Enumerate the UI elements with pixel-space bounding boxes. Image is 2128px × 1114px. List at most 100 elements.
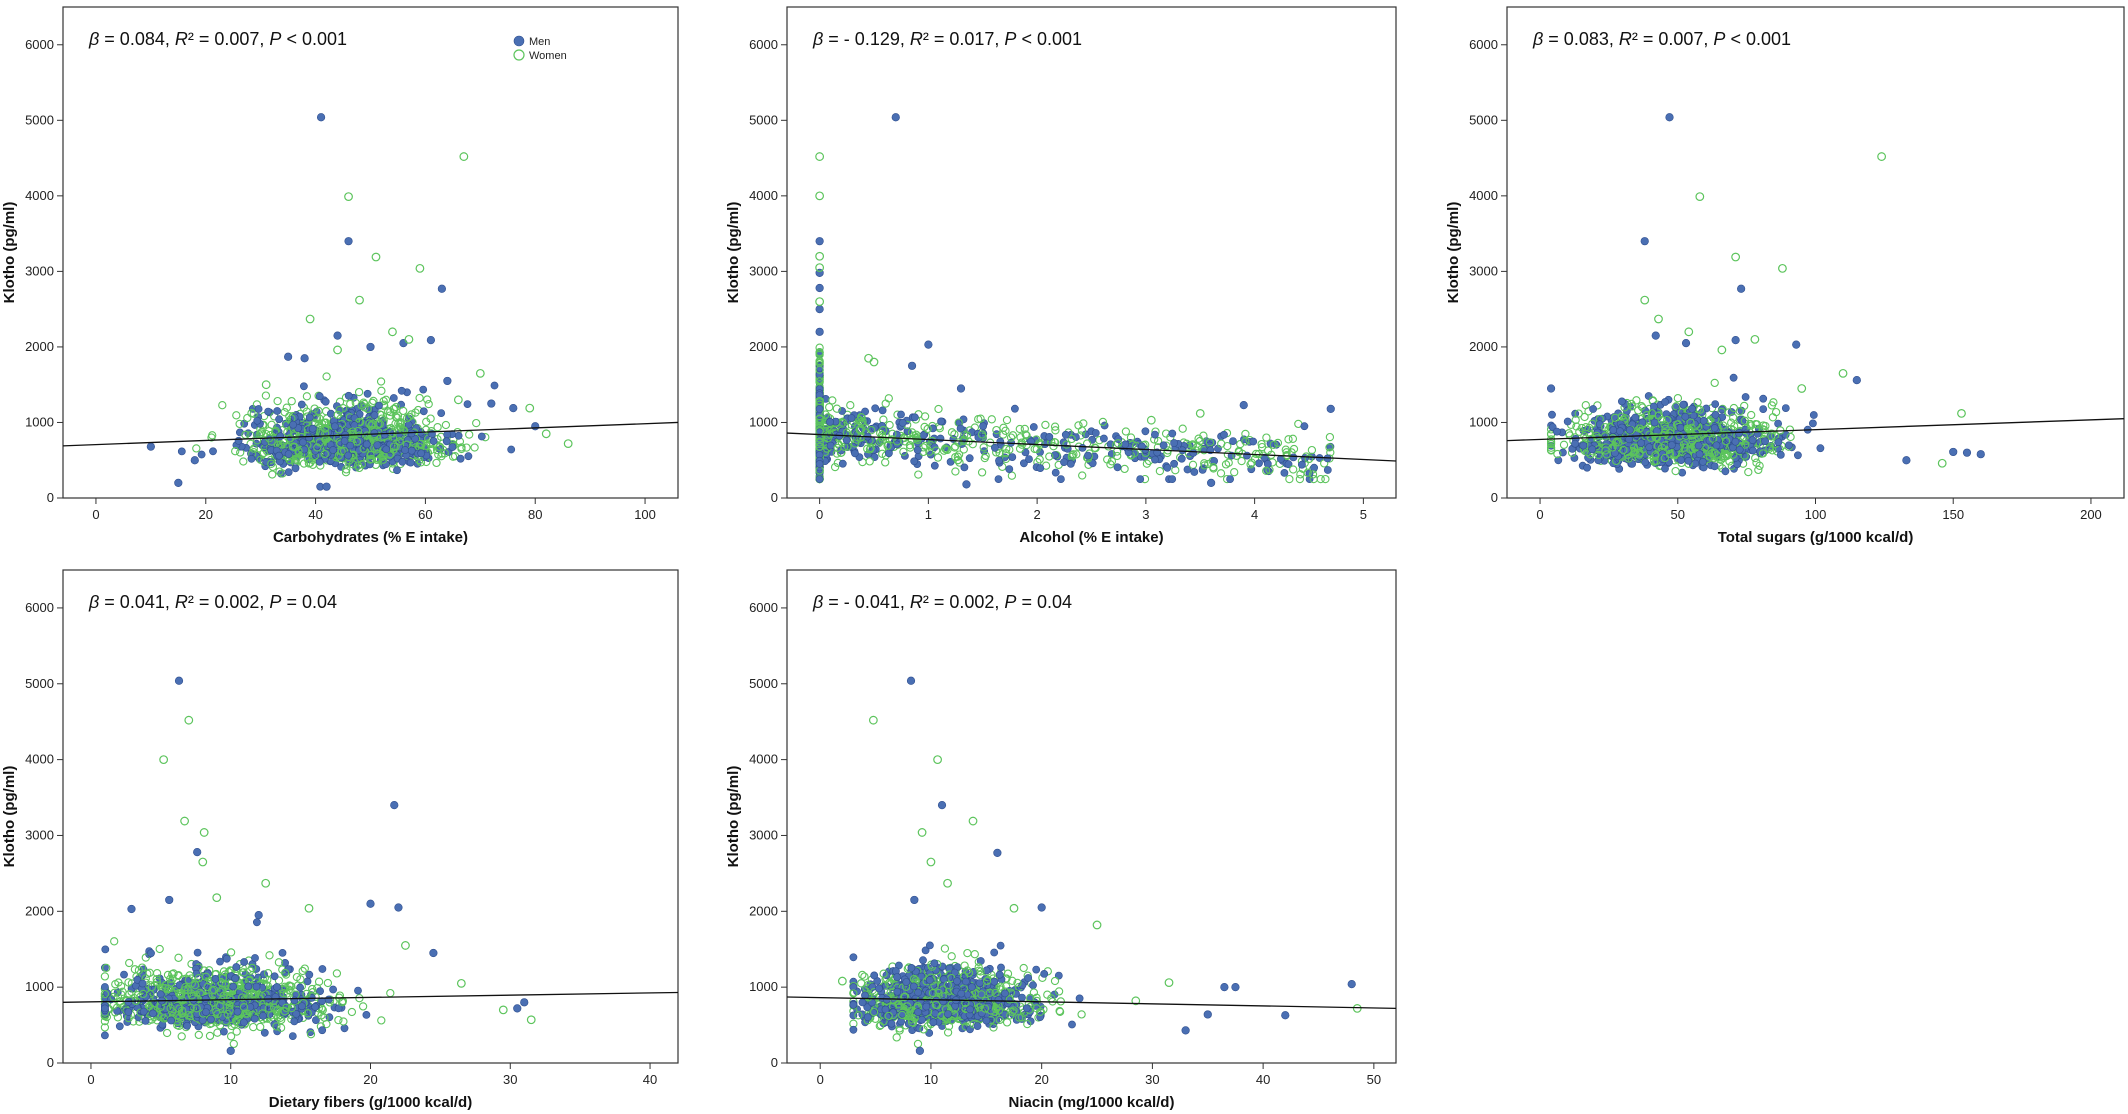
data-point-women	[1751, 420, 1760, 429]
data-point-men	[316, 113, 326, 122]
data-point-women	[1957, 408, 1966, 418]
data-point-men	[1207, 478, 1216, 487]
data-point-men	[509, 404, 518, 413]
data-point-men	[1210, 457, 1218, 465]
data-point-men	[1749, 446, 1757, 455]
data-point-women	[342, 465, 351, 474]
data-point-women	[1838, 368, 1848, 378]
y-tick-label: 4000	[1469, 188, 1498, 203]
data-point-women	[100, 1017, 110, 1026]
data-point-women	[968, 440, 977, 449]
data-point-men	[305, 413, 314, 422]
data-point-men	[373, 441, 382, 449]
data-point-women	[1153, 436, 1163, 446]
data-point-men	[1008, 453, 1017, 461]
data-point-men	[1141, 427, 1150, 436]
data-point-women	[290, 431, 299, 440]
data-point-women	[858, 420, 867, 429]
data-point-women	[1630, 447, 1639, 457]
data-point-men	[1618, 397, 1626, 406]
y-tick-label: 6000	[25, 37, 54, 52]
data-point-women	[1049, 442, 1058, 451]
data-point-women	[1223, 441, 1232, 451]
x-tick-label: 50	[1671, 507, 1685, 522]
data-point-women	[426, 445, 435, 455]
data-point-men	[815, 475, 824, 483]
data-point-men	[1676, 423, 1685, 432]
data-point-women	[833, 443, 842, 453]
y-tick-label: 3000	[25, 263, 54, 278]
data-point-women	[1786, 432, 1795, 442]
data-point-women	[1126, 433, 1136, 442]
data-point-women	[865, 457, 874, 466]
data-point-women	[375, 419, 384, 429]
data-point-men	[1759, 394, 1768, 403]
data-point-women	[404, 334, 414, 344]
data-point-women	[1654, 314, 1663, 324]
data-point-women	[815, 377, 824, 386]
data-point-women	[267, 420, 276, 429]
data-point-women	[1652, 433, 1661, 443]
data-point-men	[842, 436, 851, 445]
data-point-men	[334, 1004, 343, 1013]
data-point-men	[1809, 411, 1818, 419]
data-point-men	[1695, 450, 1704, 459]
data-point-men	[454, 431, 463, 440]
data-point-men	[960, 463, 969, 472]
data-point-men	[1650, 418, 1659, 427]
data-point-women	[950, 430, 959, 439]
data-point-women	[941, 445, 951, 454]
data-point-women	[259, 448, 269, 457]
data-point-women	[232, 411, 241, 420]
data-point-women	[381, 395, 391, 404]
data-point-women	[541, 429, 551, 439]
data-point-men	[289, 420, 297, 429]
data-point-men	[260, 1028, 269, 1037]
data-point-women	[1937, 458, 1947, 468]
data-point-women	[1663, 415, 1672, 425]
data-point-men	[1640, 237, 1649, 246]
data-point-men	[1057, 475, 1065, 483]
data-point-men	[1011, 404, 1019, 413]
data-point-men	[397, 386, 406, 395]
regression-line	[1507, 418, 2124, 442]
data-point-women	[347, 1007, 357, 1017]
data-point-women	[1032, 444, 1041, 454]
data-point-men	[1121, 440, 1130, 449]
data-point-women	[1308, 470, 1318, 479]
data-point-men	[1138, 442, 1146, 451]
x-tick-label: 40	[643, 1072, 657, 1087]
data-point-men	[1151, 430, 1159, 439]
data-point-men	[477, 432, 486, 441]
data-point-men	[487, 399, 496, 408]
data-point-men	[815, 404, 824, 413]
data-point-women	[366, 450, 375, 460]
data-point-women	[1747, 410, 1756, 420]
data-point-women	[265, 951, 274, 960]
data-point-women	[1246, 460, 1255, 469]
data-point-women	[332, 969, 342, 978]
data-point-men	[1178, 446, 1187, 455]
data-point-men	[1641, 458, 1650, 467]
data-point-men	[1260, 453, 1269, 462]
data-point-women	[173, 1021, 182, 1030]
data-point-women	[433, 423, 442, 432]
data-point-men	[417, 449, 426, 458]
data-point-women	[109, 992, 118, 1002]
data-point-women	[1002, 444, 1011, 454]
data-point-men	[1571, 439, 1579, 448]
data-point-men	[375, 401, 383, 410]
data-point-women	[1209, 463, 1218, 472]
y-tick-label: 3000	[25, 827, 54, 842]
data-point-men	[1078, 443, 1087, 452]
data-point-women	[399, 406, 408, 416]
data-point-men	[1036, 464, 1045, 472]
data-point-men	[826, 417, 834, 426]
data-point-women	[395, 437, 404, 446]
data-point-women	[1750, 334, 1760, 344]
data-point-men	[1249, 437, 1258, 446]
y-tick-label: 6000	[25, 600, 54, 615]
data-point-men	[443, 430, 452, 439]
data-point-women	[1295, 474, 1305, 484]
data-point-men	[1005, 465, 1014, 473]
